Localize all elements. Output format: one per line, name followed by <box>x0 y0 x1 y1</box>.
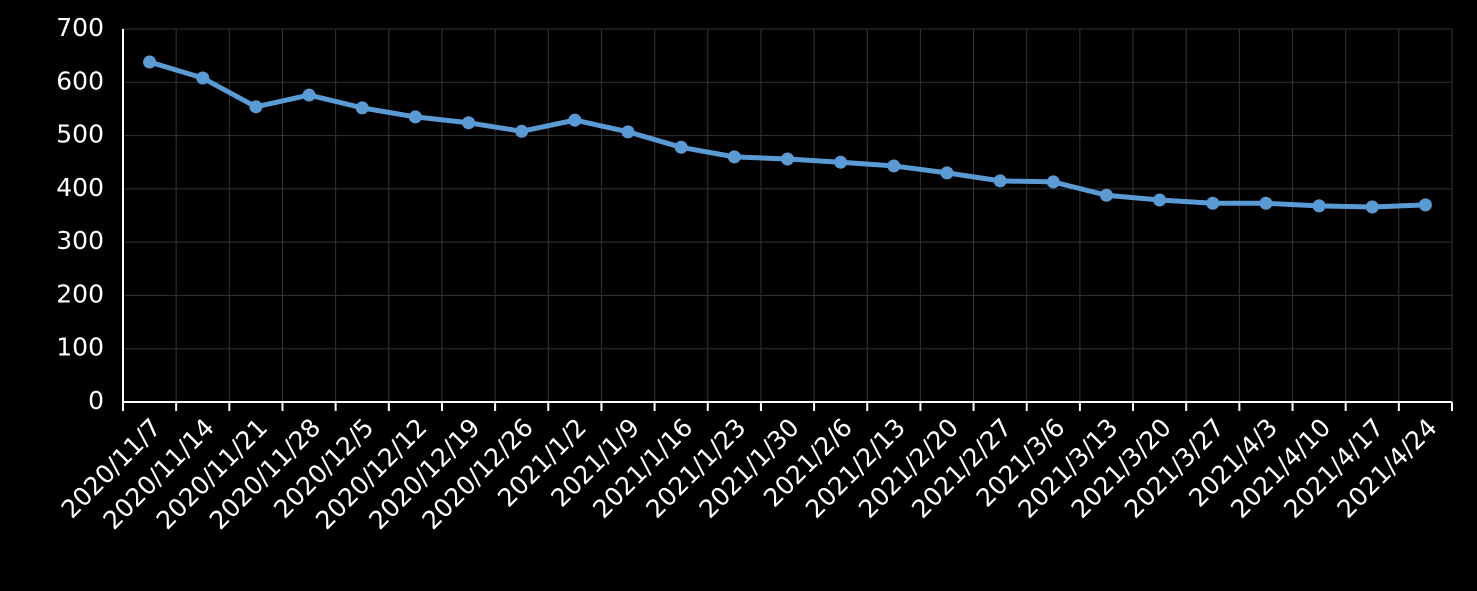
marker <box>1046 175 1060 189</box>
y-tick-label: 400 <box>56 173 104 202</box>
marker <box>887 159 901 173</box>
marker <box>834 155 848 169</box>
marker <box>1099 188 1113 202</box>
marker <box>515 124 529 138</box>
marker <box>568 113 582 127</box>
marker <box>674 140 688 154</box>
y-tick-label: 600 <box>56 66 104 95</box>
marker <box>1259 196 1273 210</box>
marker <box>1153 193 1167 207</box>
y-tick-label: 0 <box>88 386 104 415</box>
marker <box>1365 200 1379 214</box>
marker <box>462 116 476 130</box>
marker <box>1312 199 1326 213</box>
marker <box>940 166 954 180</box>
y-tick-label: 500 <box>56 120 104 149</box>
marker <box>143 55 157 69</box>
marker <box>727 150 741 164</box>
marker <box>249 100 263 114</box>
marker <box>781 152 794 166</box>
marker <box>196 71 210 85</box>
marker <box>408 110 422 124</box>
marker <box>993 174 1007 188</box>
marker <box>1206 196 1220 210</box>
marker <box>355 101 369 115</box>
line <box>148 59 1426 210</box>
y-tick-label: 700 <box>56 13 104 42</box>
marker <box>1418 198 1432 212</box>
marker <box>302 88 316 102</box>
y-tick-label: 300 <box>56 226 104 255</box>
y-tick-label: 100 <box>56 333 104 362</box>
y-tick-label: 200 <box>56 279 104 308</box>
marker <box>621 125 635 139</box>
